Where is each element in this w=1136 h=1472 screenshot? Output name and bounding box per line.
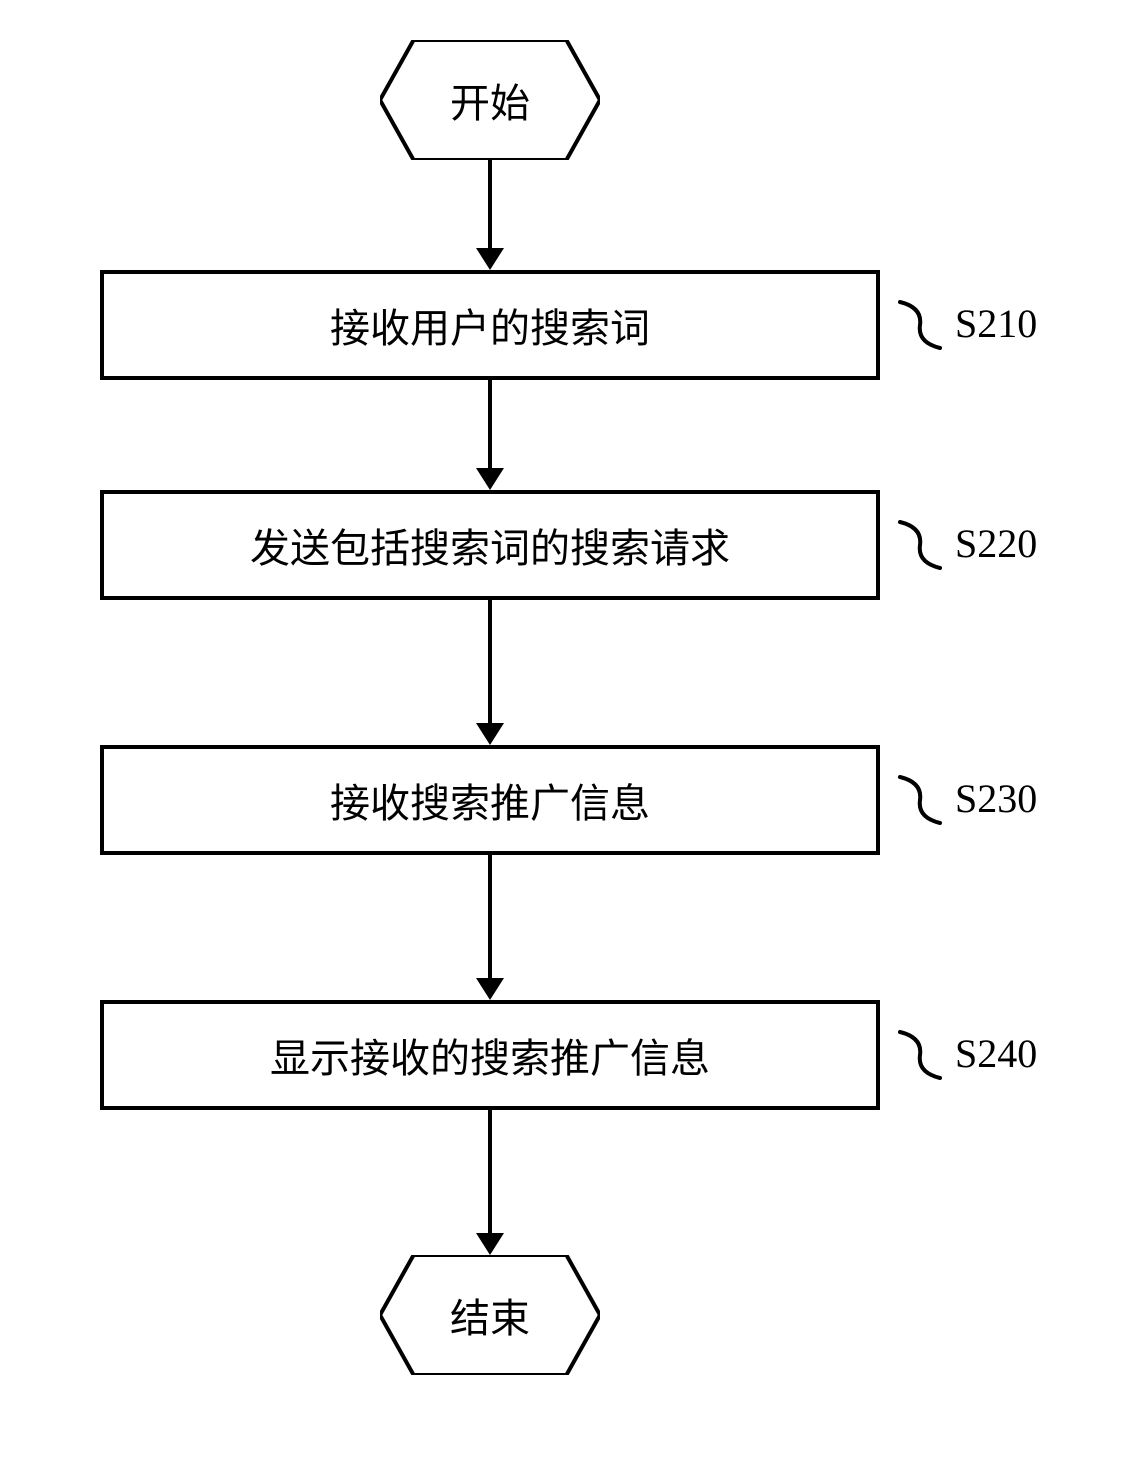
step-id-label: S240 [955,1030,1037,1077]
flowchart-arrow [462,600,518,745]
flowchart-arrow [462,855,518,1000]
step-id-label: S230 [955,775,1037,822]
step-connector-curve [895,300,945,350]
step-connector-curve [895,1030,945,1080]
terminator-label: 开始 [450,71,530,129]
step-id-label: S210 [955,300,1037,347]
flowchart-canvas: 开始接收用户的搜索词发送包括搜索词的搜索请求接收搜索推广信息显示接收的搜索推广信… [0,0,1136,1472]
flowchart-process: 显示接收的搜索推广信息 [100,1000,880,1110]
step-connector-curve [895,775,945,825]
flowchart-arrow [462,1110,518,1255]
flowchart-arrow [462,160,518,270]
flowchart-process: 发送包括搜索词的搜索请求 [100,490,880,600]
flowchart-process: 接收搜索推广信息 [100,745,880,855]
flowchart-process: 接收用户的搜索词 [100,270,880,380]
process-label: 发送包括搜索词的搜索请求 [250,516,730,574]
process-label: 显示接收的搜索推广信息 [270,1026,710,1084]
flowchart-terminator: 结束 [380,1255,600,1375]
step-id-label: S220 [955,520,1037,567]
terminator-label: 结束 [450,1286,530,1344]
process-label: 接收用户的搜索词 [330,296,650,354]
step-connector-curve [895,520,945,570]
flowchart-arrow [462,380,518,490]
process-label: 接收搜索推广信息 [330,771,650,829]
flowchart-terminator: 开始 [380,40,600,160]
